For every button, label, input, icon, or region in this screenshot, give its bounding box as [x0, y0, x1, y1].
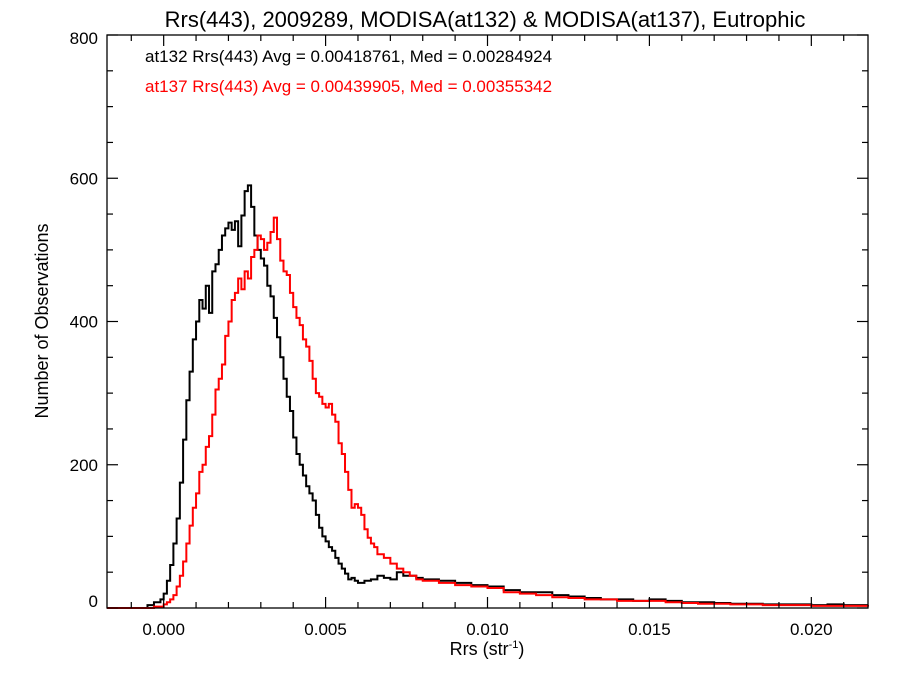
series-line-at137 [107, 216, 869, 609]
x-axis-label-main: Rrs (str [450, 639, 509, 659]
x-tick-label: 0.000 [142, 620, 185, 639]
x-axis-label: Rrs (str-1) [450, 639, 525, 659]
y-tick-label: 600 [70, 169, 98, 188]
y-tick-label: 800 [70, 29, 98, 48]
x-tick-label: 0.020 [790, 620, 833, 639]
y-tick-label: 0 [89, 592, 98, 611]
series-layer [107, 184, 869, 609]
y-tick-label: 200 [70, 456, 98, 475]
x-tick-label: 0.010 [466, 620, 509, 639]
chart-title: Rrs(443), 2009289, MODISA(at132) & MODIS… [165, 7, 806, 32]
x-axis-label-close: ) [518, 639, 524, 659]
x-tick-label: 0.005 [304, 620, 347, 639]
ticks-layer [107, 34, 868, 609]
series-line-at132 [107, 184, 868, 609]
x-axis-label-superscript: -1 [509, 639, 519, 651]
tick-labels-layer: 0.000 0.005 0.010 0.015 0.020 0 200 400 600 800 [70, 29, 833, 639]
stats-label-at132: at132 Rrs(443) Avg = 0.00418761, Med = 0… [145, 47, 552, 66]
y-axis-label: Number of Observations [32, 223, 52, 418]
y-tick-label: 400 [70, 313, 98, 332]
stats-label-at137: at137 Rrs(443) Avg = 0.00439905, Med = 0… [145, 77, 552, 96]
x-tick-label: 0.015 [628, 620, 671, 639]
